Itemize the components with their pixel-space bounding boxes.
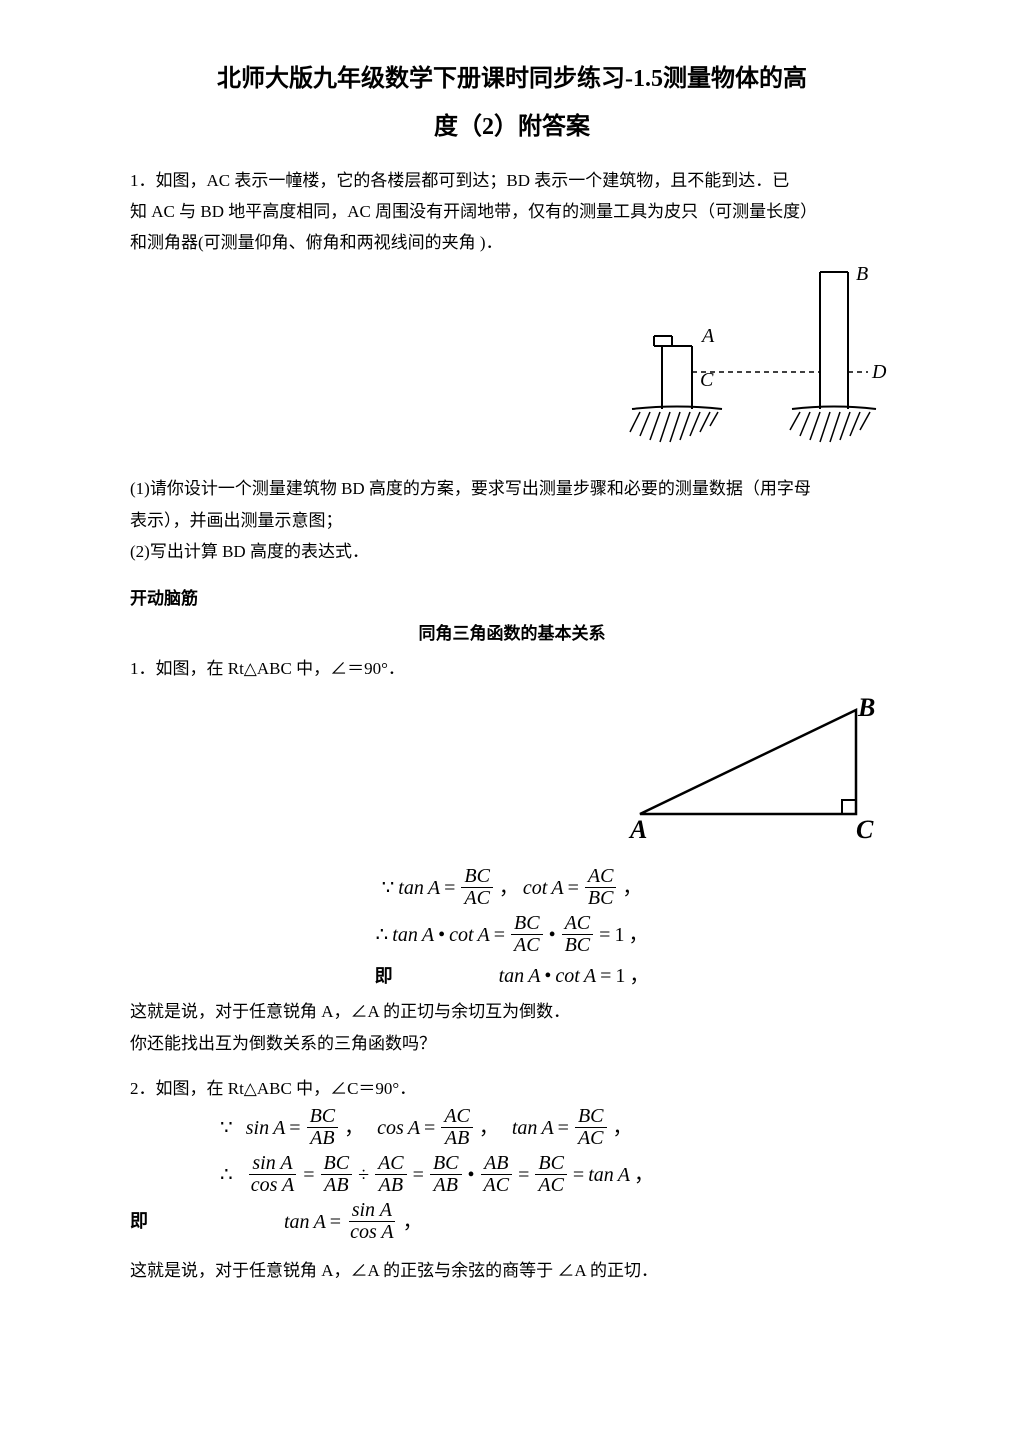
conclusion1b: 你还能找出互为倒数关系的三角函数吗？ xyxy=(130,1030,894,1057)
item1: 1．如图，在 Rt△ABC 中，∠＝90°． xyxy=(130,655,894,682)
problem1-line3: 和测角器(可测量仰角、俯角和两视线间的夹角 )． xyxy=(130,229,894,256)
page-title-line2: 度（2）附答案 xyxy=(130,108,894,146)
math2-line2: ∴ sin Acos A = BCAB ÷ ACAB = BCAB • ABAC… xyxy=(130,1153,894,1196)
figure1-row: A B C D xyxy=(130,264,894,459)
conclusion2: 这就是说，对于任意锐角 A，∠A 的正弦与余弦的商等于 ∠A 的正切． xyxy=(130,1257,894,1284)
problem1-q1: (1)请你设计一个测量建筑物 BD 高度的方案，要求写出测量步骤和必要的测量数据… xyxy=(130,475,894,502)
triangle-abc: A B C xyxy=(624,692,894,842)
math1-line3: 即 tan A • cot A = 1 ， xyxy=(130,960,894,992)
item2: 2．如图，在 Rt△ABC 中，∠C＝90°． xyxy=(130,1075,894,1102)
label-D: D xyxy=(871,361,887,383)
label-C: C xyxy=(700,369,714,391)
problem1-line2: 知 AC 与 BD 地平高度相同，AC 周围没有开阔地带，仅有的测量工具为皮只（… xyxy=(130,198,894,225)
brain-heading: 开动脑筋 xyxy=(130,585,894,612)
section-title: 同角三角函数的基本关系 xyxy=(130,620,894,647)
problem1-line1: 1．如图，AC 表示一幢楼，它的各楼层都可到达；BD 表示一个建筑物，且不能到达… xyxy=(130,167,894,194)
problem1-q2: (2)写出计算 BD 高度的表达式． xyxy=(130,538,894,565)
page-title-line1: 北师大版九年级数学下册课时同步练习-1.5测量物体的高 xyxy=(130,60,894,98)
math1-line2: ∴ tan A • cot A = BCAC • ACBC = 1 ， xyxy=(130,913,894,956)
conclusion1a: 这就是说，对于任意锐角 A，∠A 的正切与余切互为倒数． xyxy=(130,998,894,1025)
figure1-buildings: A B C D xyxy=(624,264,894,459)
math2-line3: 即 tan A = sin Acos A ， xyxy=(130,1200,894,1243)
label-B: B xyxy=(856,264,868,285)
tri-B: B xyxy=(857,693,875,722)
problem1-q1b: 表示），并画出测量示意图； xyxy=(130,507,894,534)
math1-line1: ∵ tan A = BCAC ， cot A = ACBC ， xyxy=(130,866,894,909)
math2-line1: ∵ sin A = BCAB ， cos A = ACAB ， tan A = … xyxy=(130,1106,894,1149)
label-A: A xyxy=(700,325,715,347)
triangle-row: A B C xyxy=(130,692,894,842)
tri-A: A xyxy=(628,815,647,842)
tri-C: C xyxy=(856,815,874,842)
